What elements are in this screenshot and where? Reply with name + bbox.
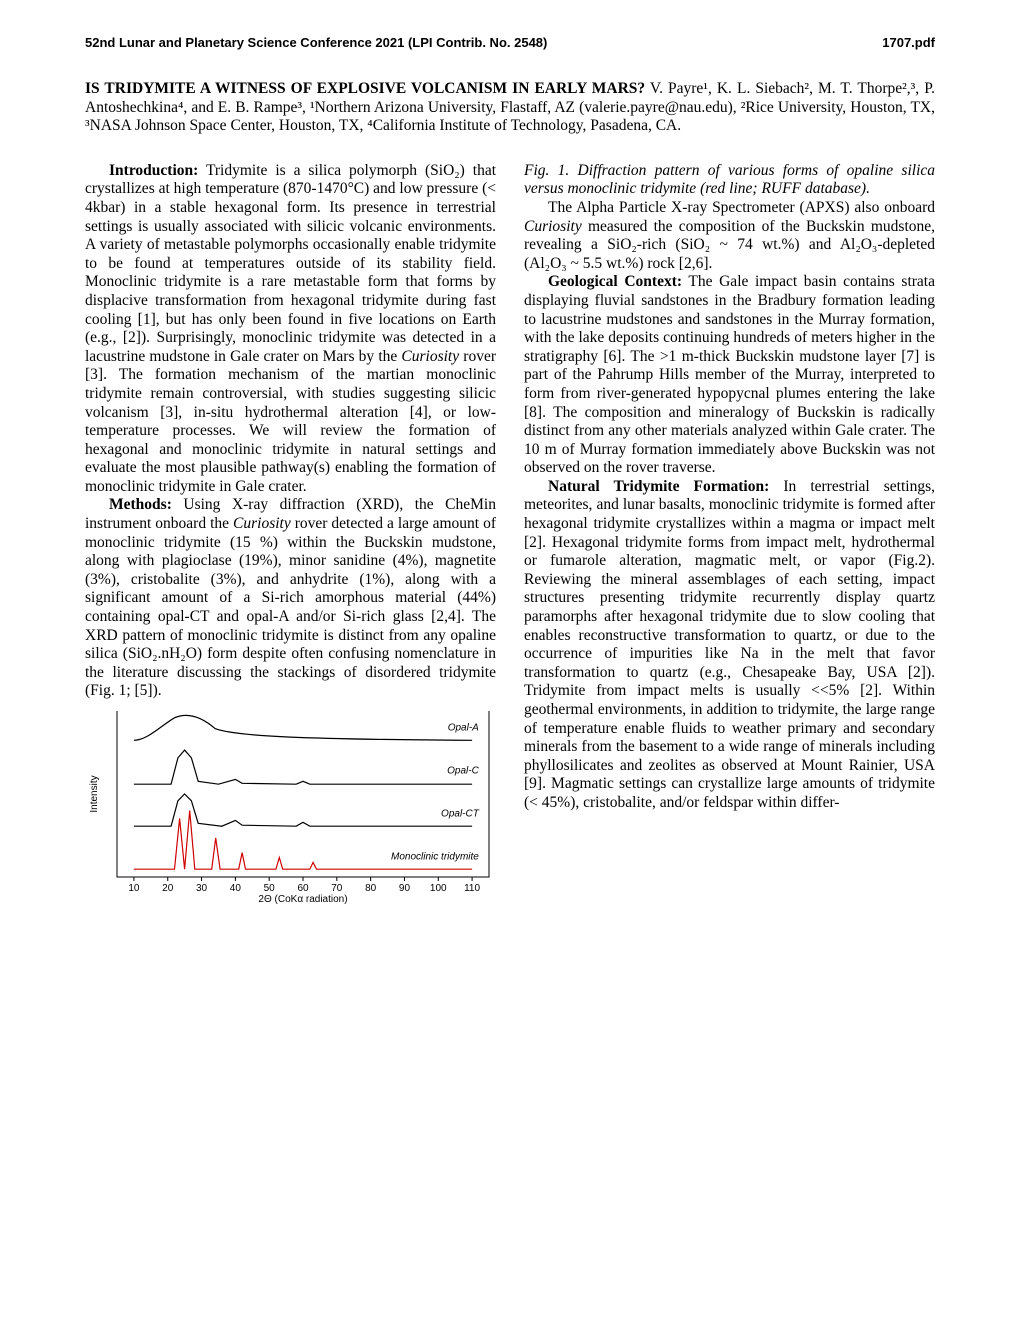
svg-text:Intensity: Intensity: [89, 775, 100, 812]
running-header-right: 1707.pdf: [882, 35, 935, 50]
title-block: IS TRIDYMITE A WITNESS OF EXPLOSIVE VOLC…: [85, 80, 935, 136]
svg-text:40: 40: [230, 883, 242, 894]
running-header-left: 52nd Lunar and Planetary Science Confere…: [85, 35, 547, 50]
figure-1: 10 20 30 40 50 60 70 80 90 100 110 2Θ (CoKα radiati…: [85, 705, 496, 911]
svg-text:80: 80: [365, 883, 377, 894]
intro-text-a: Tridymite is a silica polymorph (SiO₂) t…: [85, 162, 496, 365]
svg-text:10: 10: [128, 883, 140, 894]
svg-text:60: 60: [297, 883, 309, 894]
methods-text-b: rover detected a large amount of monocli…: [85, 515, 496, 699]
methods-curiosity: Curiosity: [233, 515, 291, 532]
natural-tridymite-heading: Natural Tridymite Formation:: [548, 478, 769, 495]
right-column: Fig. 1. Diffraction pattern of various f…: [524, 162, 935, 1280]
svg-text:20: 20: [162, 883, 174, 894]
apxs-paragraph: The Alpha Particle X-ray Spectrometer (A…: [524, 199, 935, 273]
page: 52nd Lunar and Planetary Science Confere…: [0, 0, 1020, 1320]
apxs-text-b: measured the composition of the Buckskin…: [524, 218, 935, 272]
figure-1-caption: Fig. 1. Diffraction pattern of various f…: [524, 162, 935, 199]
methods-heading: Methods:: [109, 496, 172, 513]
methods-paragraph: Methods: Using X-ray diffraction (XRD), …: [85, 496, 496, 701]
intro-paragraph: Introduction: Tridymite is a silica poly…: [85, 162, 496, 497]
running-header: 52nd Lunar and Planetary Science Confere…: [85, 35, 935, 50]
apxs-curiosity: Curiosity: [524, 218, 582, 235]
svg-text:90: 90: [399, 883, 411, 894]
svg-text:Opal-CT: Opal-CT: [441, 808, 480, 819]
svg-text:Opal-A: Opal-A: [448, 723, 479, 734]
svg-text:30: 30: [196, 883, 208, 894]
natural-tridymite-text: In terrestrial settings, meteorites, and…: [524, 478, 935, 811]
geological-context-paragraph: Geological Context: The Gale impact basi…: [524, 273, 935, 478]
paper-title: IS TRIDYMITE A WITNESS OF EXPLOSIVE VOLC…: [85, 80, 645, 97]
geological-context-heading: Geological Context:: [548, 273, 682, 290]
svg-text:Monoclinic tridymite: Monoclinic tridymite: [391, 851, 479, 862]
figure-1-svg: 10 20 30 40 50 60 70 80 90 100 110 2Θ (CoKα radiati…: [85, 705, 495, 905]
two-column-body: Introduction: Tridymite is a silica poly…: [85, 162, 935, 1280]
intro-curiosity: Curiosity: [401, 348, 459, 365]
svg-text:2Θ (CoKα radiation): 2Θ (CoKα radiation): [258, 894, 347, 905]
svg-text:100: 100: [430, 883, 447, 894]
natural-tridymite-paragraph: Natural Tridymite Formation: In terrestr…: [524, 478, 935, 813]
svg-text:110: 110: [464, 883, 480, 894]
svg-text:Opal-C: Opal-C: [447, 765, 479, 776]
geological-context-text: The Gale impact basin contains strata di…: [524, 273, 935, 476]
intro-text-b: rover [3]. The formation mechanism of th…: [85, 348, 496, 495]
svg-text:70: 70: [331, 883, 343, 894]
apxs-text-a: The Alpha Particle X-ray Spectrometer (A…: [548, 199, 935, 216]
left-column: Introduction: Tridymite is a silica poly…: [85, 162, 496, 1280]
svg-text:50: 50: [264, 883, 276, 894]
intro-heading: Introduction:: [109, 162, 198, 179]
